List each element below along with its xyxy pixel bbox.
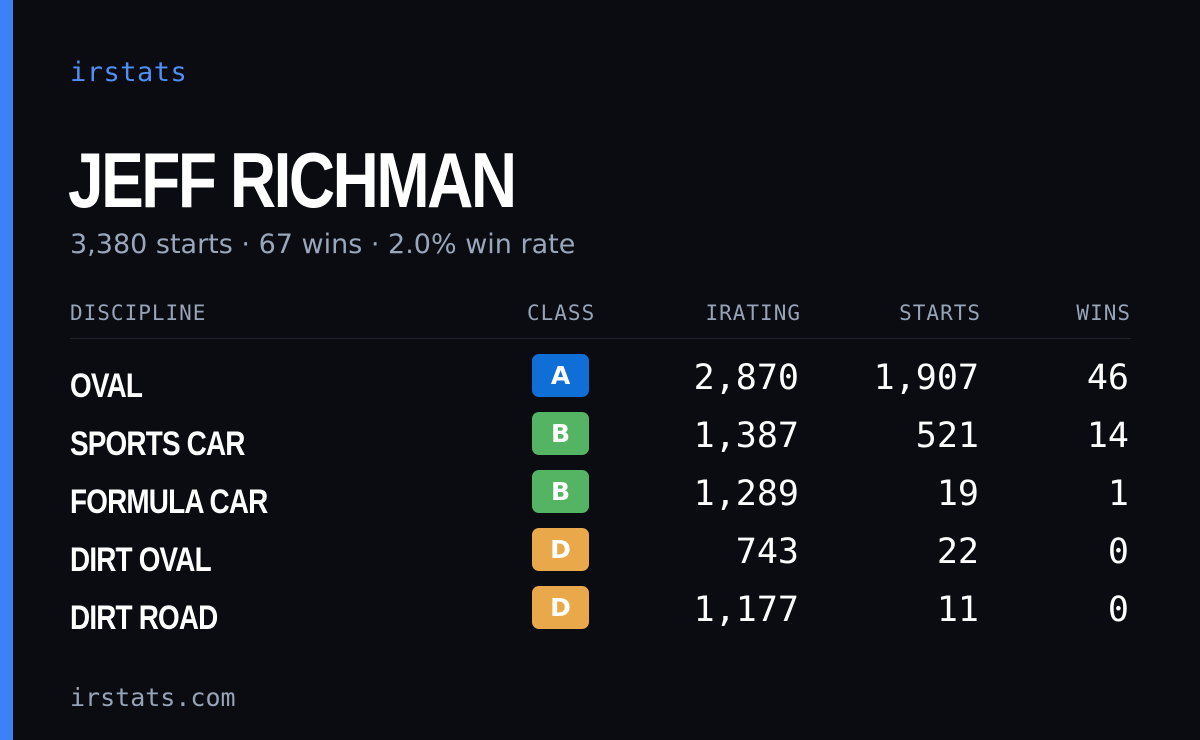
accent-bar — [0, 0, 13, 740]
starts-value: 521 — [915, 416, 979, 456]
starts-value: 19 — [936, 474, 979, 514]
wins-value: 0 — [1107, 590, 1129, 630]
table-row: DIRT OVAL D 743 22 0 — [70, 526, 1131, 584]
table-row: DIRT ROAD D 1,177 11 0 — [70, 584, 1131, 642]
starts-value: 22 — [936, 532, 979, 572]
driver-name: JEFF RICHMAN — [68, 136, 517, 224]
header-irating: IRATING — [705, 301, 801, 325]
irating-value: 2,870 — [693, 358, 799, 398]
class-badge: D — [532, 528, 589, 571]
stats-table-header: DISCIPLINE CLASS IRATING STARTS WINS — [70, 298, 1131, 339]
wins-value: 0 — [1107, 532, 1129, 572]
table-row: SPORTS CAR B 1,387 521 14 — [70, 410, 1131, 468]
class-badge: B — [532, 470, 589, 513]
wins-value: 14 — [1086, 416, 1129, 456]
table-row: OVAL A 2,870 1,907 46 — [70, 352, 1131, 410]
wins-value: 46 — [1086, 358, 1129, 398]
header-starts: STARTS — [899, 301, 981, 325]
wins-value: 1 — [1107, 474, 1129, 514]
stats-table-body: OVAL A 2,870 1,907 46 SPORTS CAR B 1,387… — [70, 352, 1131, 642]
brand-logo-text: irstats — [70, 57, 188, 88]
footer-domain: irstats.com — [70, 683, 236, 712]
discipline-name: SPORTS CAR — [70, 425, 245, 463]
discipline-name: DIRT ROAD — [70, 599, 218, 637]
starts-value: 1,907 — [873, 358, 979, 398]
irating-value: 743 — [735, 532, 799, 572]
class-badge: D — [532, 586, 589, 629]
class-badge: B — [532, 412, 589, 455]
discipline-name: OVAL — [70, 367, 143, 405]
discipline-name: FORMULA CAR — [70, 483, 268, 521]
header-discipline: DISCIPLINE — [70, 301, 207, 325]
header-class: CLASS — [527, 301, 596, 325]
irating-value: 1,387 — [693, 416, 799, 456]
starts-value: 11 — [936, 590, 979, 630]
discipline-name: DIRT OVAL — [70, 541, 212, 579]
irating-value: 1,177 — [693, 590, 799, 630]
table-row: FORMULA CAR B 1,289 19 1 — [70, 468, 1131, 526]
irating-value: 1,289 — [693, 474, 799, 514]
class-badge: A — [532, 354, 589, 397]
header-wins: WINS — [1076, 301, 1131, 325]
driver-summary: 3,380 starts · 67 wins · 2.0% win rate — [70, 229, 576, 260]
